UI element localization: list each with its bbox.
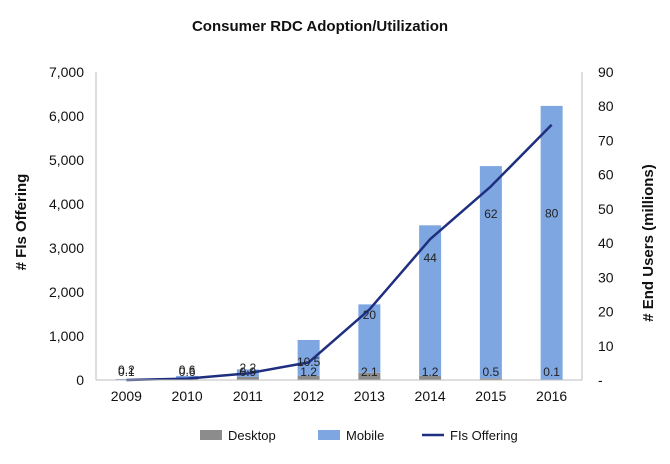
bar-mobile (540, 105, 563, 380)
left-tick-label: 0 (76, 372, 84, 388)
x-tick-label: 2016 (536, 388, 567, 404)
right-tick-label: 80 (598, 98, 614, 114)
plot-area: 0.10.2 0.60.6 0.92.2 1.210.52.1201.2440.562… (115, 105, 563, 382)
data-label-desktop: 1.2 (300, 365, 317, 379)
right-axis-title: # End Users (millions) (640, 164, 657, 322)
left-axis-title: # FIs Offering (13, 174, 30, 271)
x-tick-label: 2014 (415, 388, 446, 404)
data-labels: 0.10.2 0.60.6 0.92.2 1.210.52.1201.2440.562… (118, 207, 560, 379)
x-tick-label: 2013 (354, 388, 385, 404)
x-tick-label: 2015 (475, 388, 506, 404)
x-tick-label: 2011 (233, 388, 263, 404)
right-tick-label: 70 (598, 132, 614, 148)
right-tick-label: 20 (598, 304, 614, 320)
right-tick-label: 60 (598, 167, 614, 183)
bars (115, 105, 563, 380)
data-label-desktop: 0.9 (240, 365, 257, 379)
x-tick-label: 2010 (172, 388, 203, 404)
legend-label: Mobile (346, 428, 384, 443)
left-tick-label: 4,000 (49, 196, 84, 212)
legend-swatch-mobile (318, 430, 340, 440)
left-tick-label: 1,000 (49, 328, 84, 344)
data-label-desktop: 2.1 (361, 365, 378, 379)
data-label-mobile: 80 (545, 207, 559, 221)
left-tick-label: 7,000 (49, 64, 84, 80)
x-tick-label: 2012 (293, 388, 324, 404)
x-tick-label: 2009 (111, 388, 142, 404)
data-label-desktop: 0.5 (483, 365, 500, 379)
legend-label: FIs Offering (450, 428, 518, 443)
bar-mobile (358, 304, 381, 373)
left-axis-ticks: 0 1,000 2,000 3,000 4,000 5,000 6,000 7,000 (49, 64, 84, 388)
bar-mobile (419, 225, 442, 376)
bar-desktop (236, 376, 259, 380)
bar-mobile (479, 166, 502, 379)
right-axis-ticks: - 10 20 30 40 50 60 70 80 90 (598, 64, 614, 388)
right-tick-label: 30 (598, 269, 614, 285)
left-tick-label: 6,000 (49, 108, 84, 124)
x-axis-ticks: 2009 2010 2011 2012 2013 2014 2015 2016 (111, 388, 568, 404)
chart-title: Consumer RDC Adoption/Utilization (192, 18, 448, 35)
data-label-mobile: 10.5 (297, 355, 321, 369)
data-label-mobile: 62 (484, 207, 498, 221)
left-tick-label: 5,000 (49, 152, 84, 168)
bar-desktop (297, 375, 320, 380)
right-tick-label: 40 (598, 235, 614, 251)
data-label-desktop: 0.1 (118, 365, 135, 379)
right-tick-label: 50 (598, 201, 614, 217)
bar-mobile (297, 339, 320, 376)
legend-swatch-desktop (200, 430, 222, 440)
right-tick-label: - (598, 372, 603, 388)
data-label-mobile: 0.2 (118, 363, 135, 377)
bar-mobile (176, 375, 199, 378)
line-layer (126, 123, 553, 382)
right-tick-label: 90 (598, 64, 614, 80)
bar-desktop (479, 378, 502, 380)
data-label-mobile: 20 (363, 308, 377, 322)
left-tick-label: 2,000 (49, 284, 84, 300)
data-label-desktop: 0.1 (543, 365, 560, 379)
data-label-mobile: 0.6 (179, 363, 196, 377)
data-label-mobile: 2.2 (240, 361, 257, 375)
data-label-mobile: 44 (423, 251, 437, 265)
bar-desktop (358, 372, 381, 380)
legend-label: Desktop (228, 428, 276, 443)
bar-desktop (419, 375, 442, 380)
legend: Desktop Mobile FIs Offering (200, 428, 518, 443)
right-tick-label: 10 (598, 338, 614, 354)
line-fis-offering (126, 123, 553, 382)
left-tick-label: 3,000 (49, 240, 84, 256)
data-label-desktop: 0.6 (179, 365, 196, 379)
data-label-desktop: 1.2 (422, 365, 439, 379)
